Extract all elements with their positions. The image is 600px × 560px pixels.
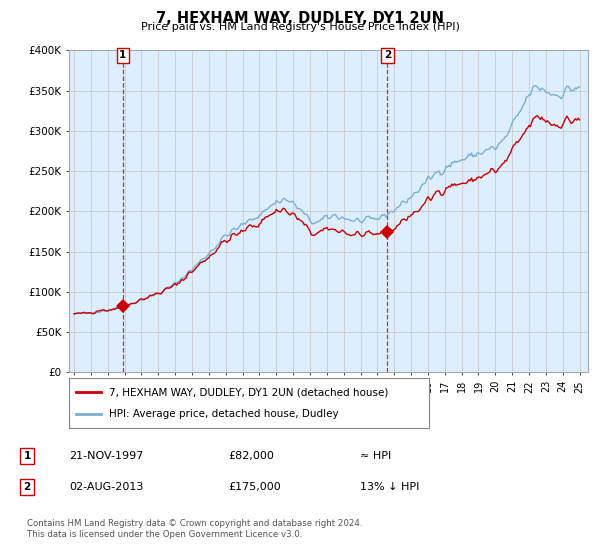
- Text: 21-NOV-1997: 21-NOV-1997: [69, 451, 143, 461]
- Text: £175,000: £175,000: [228, 482, 281, 492]
- Text: Contains HM Land Registry data © Crown copyright and database right 2024.
This d: Contains HM Land Registry data © Crown c…: [27, 520, 362, 539]
- Text: Price paid vs. HM Land Registry's House Price Index (HPI): Price paid vs. HM Land Registry's House …: [140, 22, 460, 32]
- Text: £82,000: £82,000: [228, 451, 274, 461]
- Text: 7, HEXHAM WAY, DUDLEY, DY1 2UN: 7, HEXHAM WAY, DUDLEY, DY1 2UN: [156, 11, 444, 26]
- Text: 7, HEXHAM WAY, DUDLEY, DY1 2UN (detached house): 7, HEXHAM WAY, DUDLEY, DY1 2UN (detached…: [109, 387, 388, 397]
- Text: 02-AUG-2013: 02-AUG-2013: [69, 482, 143, 492]
- Text: 1: 1: [119, 50, 127, 60]
- Text: 1: 1: [23, 451, 31, 461]
- Text: ≈ HPI: ≈ HPI: [360, 451, 391, 461]
- Text: HPI: Average price, detached house, Dudley: HPI: Average price, detached house, Dudl…: [109, 409, 338, 419]
- Text: 2: 2: [384, 50, 391, 60]
- Text: 2: 2: [23, 482, 31, 492]
- Text: 13% ↓ HPI: 13% ↓ HPI: [360, 482, 419, 492]
